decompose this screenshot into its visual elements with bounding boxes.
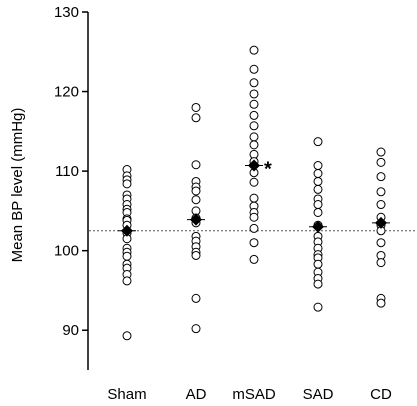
data-point bbox=[249, 212, 259, 222]
data-point bbox=[191, 250, 201, 260]
data-point bbox=[191, 102, 201, 112]
x-tick-label: Sham bbox=[107, 386, 146, 403]
data-point bbox=[313, 161, 323, 171]
data-point bbox=[249, 110, 259, 120]
x-tick-label: CD bbox=[370, 386, 392, 403]
data-point bbox=[122, 331, 132, 341]
y-tick-label: 110 bbox=[55, 163, 79, 180]
data-point bbox=[249, 78, 259, 88]
data-point bbox=[249, 177, 259, 187]
data-point bbox=[313, 168, 323, 178]
data-point bbox=[376, 147, 386, 157]
data-point bbox=[376, 200, 386, 210]
mean-marker bbox=[375, 216, 387, 229]
data-point bbox=[249, 45, 259, 55]
data-point bbox=[376, 187, 386, 197]
data-point bbox=[249, 140, 259, 150]
data-point bbox=[313, 279, 323, 289]
plot-area: 90 100 110 120 130 Sham AD mSAD SAD CD * bbox=[54, 4, 415, 403]
data-point bbox=[313, 184, 323, 194]
data-point bbox=[191, 113, 201, 123]
data-point bbox=[249, 64, 259, 74]
mean-marker bbox=[121, 224, 133, 237]
data-point bbox=[249, 254, 259, 264]
data-point bbox=[249, 89, 259, 99]
data-point bbox=[249, 193, 259, 203]
mean-marker bbox=[248, 159, 260, 172]
data-point bbox=[249, 223, 259, 233]
data-point bbox=[313, 137, 323, 147]
data-point bbox=[313, 302, 323, 312]
x-tick-label: mSAD bbox=[232, 386, 276, 403]
data-point bbox=[313, 259, 323, 269]
data-point bbox=[249, 132, 259, 142]
data-point bbox=[122, 179, 132, 189]
x-tick-label: AD bbox=[186, 386, 207, 403]
data-point bbox=[313, 207, 323, 217]
data-point bbox=[249, 121, 259, 131]
y-axis-title: Mean BP level (mmHg) bbox=[9, 108, 26, 263]
data-point bbox=[249, 238, 259, 248]
data-point bbox=[122, 251, 132, 261]
data-point bbox=[249, 99, 259, 109]
data-point bbox=[376, 172, 386, 182]
data-point bbox=[376, 258, 386, 268]
significance-asterisk: * bbox=[264, 159, 272, 181]
data-point bbox=[313, 200, 323, 210]
data-point bbox=[191, 160, 201, 170]
data-point bbox=[313, 176, 323, 186]
x-tick-label: SAD bbox=[303, 386, 334, 403]
data-point bbox=[122, 276, 132, 286]
y-tick-label: 120 bbox=[54, 84, 79, 101]
data-point bbox=[191, 293, 201, 303]
data-point bbox=[191, 324, 201, 334]
data-point bbox=[376, 298, 386, 308]
y-tick-label: 90 bbox=[62, 322, 79, 339]
y-tick-label: 100 bbox=[54, 243, 79, 260]
data-point bbox=[191, 195, 201, 205]
mean-marker bbox=[190, 213, 202, 226]
data-point bbox=[191, 186, 201, 196]
y-tick-label: 130 bbox=[54, 4, 79, 21]
data-point bbox=[376, 157, 386, 167]
data-point bbox=[376, 238, 386, 248]
mean-marker bbox=[312, 220, 324, 233]
